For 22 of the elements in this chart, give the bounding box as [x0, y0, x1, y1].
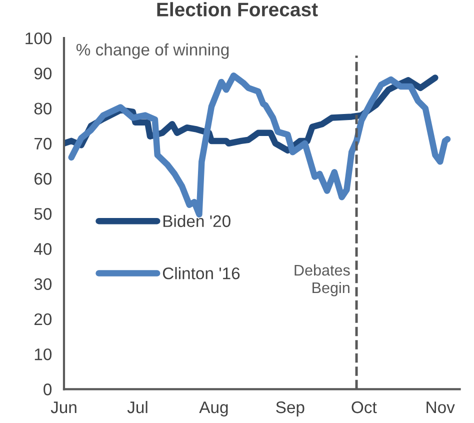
y-tick-label: 90 [34, 68, 52, 80]
x-tick-label: Jun [50, 402, 76, 414]
chart-title: Election Forecast [157, 2, 318, 16]
y-tick-label: 30 [34, 278, 52, 290]
y-tick-label: 0 [44, 384, 52, 396]
y-tick-label: 100 [26, 32, 52, 44]
x-tick-label: Aug [199, 402, 228, 416]
legend-label: Biden '20 [163, 214, 230, 228]
y-tick-label: 60 [34, 172, 52, 185]
y-tick-label: 80 [34, 102, 52, 114]
x-tick-label: Oct [352, 401, 377, 414]
y-tick-label: 20 [34, 313, 52, 326]
legend-label: Clinton '16 [162, 267, 240, 280]
y-tick-label: 10 [34, 348, 52, 360]
ref-line-label: Debates Begin [294, 264, 350, 296]
x-tick-label: Sep [276, 401, 304, 416]
y-tick-label: 50 [34, 208, 52, 220]
x-tick-label: Jul [127, 400, 148, 414]
y-axis-title: % change of winning [76, 43, 229, 59]
y-tick-label: 70 [34, 138, 52, 150]
x-tick-label: Nov [426, 402, 455, 414]
y-tick-label: 40 [34, 243, 52, 255]
